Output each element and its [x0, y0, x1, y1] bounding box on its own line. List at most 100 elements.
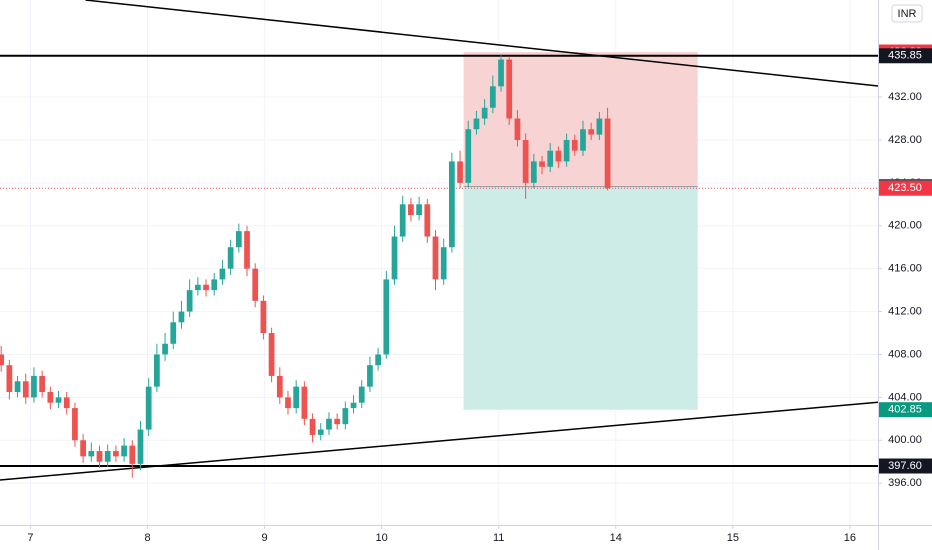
candle-body	[342, 408, 349, 425]
candle-body	[0, 354, 5, 366]
candle-body	[80, 440, 86, 457]
candle-body	[375, 354, 381, 366]
candle-body	[383, 279, 390, 355]
candle-body	[170, 322, 177, 344]
candle-body	[96, 450, 103, 462]
candle-body	[203, 284, 209, 291]
x-tick-label: 11	[493, 532, 504, 544]
y-tick-label: 416.00	[888, 263, 922, 275]
price-label: 402.85	[888, 404, 922, 416]
candle-body	[571, 139, 578, 151]
candle-body	[449, 161, 455, 248]
trendline	[0, 401, 879, 481]
x-tick-label: 14	[610, 532, 622, 544]
candle-body	[367, 365, 373, 387]
trendline	[85, 0, 879, 87]
candle-body	[473, 118, 480, 130]
candle-body	[137, 429, 144, 464]
candle-body	[227, 247, 234, 269]
candle-body	[465, 129, 472, 183]
candle-body	[55, 397, 62, 403]
y-tick-label: 412.00	[888, 305, 922, 317]
currency[interactable]: INR	[898, 8, 917, 20]
candle-body	[252, 268, 259, 301]
y-tick-label: 428.00	[888, 134, 922, 146]
candle-body	[604, 118, 611, 189]
candle-body	[358, 386, 365, 403]
candle-body	[129, 445, 136, 464]
price-label: 397.60	[888, 460, 922, 472]
price-label-box	[879, 48, 932, 64]
price-label-box	[879, 458, 932, 474]
candle-body	[194, 284, 201, 291]
candle-body	[498, 59, 504, 87]
x-tick-label: 9	[262, 532, 268, 544]
candle-body	[244, 231, 250, 269]
candle-body	[440, 247, 447, 280]
y-tick-label: 396.00	[888, 477, 922, 489]
candle-body	[489, 86, 496, 108]
candle-body	[22, 381, 29, 398]
candle-body	[522, 139, 529, 183]
candle-body	[113, 450, 119, 457]
candle-body	[186, 290, 193, 312]
candle-body	[268, 333, 275, 376]
candle-body	[547, 150, 554, 167]
candle-body	[555, 150, 562, 162]
y-tick-label: 400.00	[888, 434, 922, 446]
x-tick-label: 8	[144, 532, 150, 544]
y-tick-label: 420.00	[888, 220, 922, 232]
candle-body	[88, 450, 95, 457]
candle-body	[350, 402, 357, 409]
price-label-box	[879, 180, 932, 196]
x-tick-label: 16	[844, 532, 856, 544]
candle-body	[121, 445, 127, 457]
price-label-box	[879, 402, 932, 418]
candle-body	[457, 161, 463, 183]
candle-body	[39, 375, 46, 393]
candle-body	[596, 118, 603, 135]
candle-body	[563, 139, 570, 162]
candle-body	[588, 129, 595, 135]
y-tick-label: 408.00	[888, 348, 922, 360]
candle-body	[72, 408, 78, 441]
candle-body	[514, 118, 521, 140]
candle-body	[154, 354, 160, 387]
x-tick-label: 15	[727, 532, 739, 544]
candle-body	[145, 386, 152, 430]
candle-body	[506, 59, 513, 119]
price-label: 423.50	[888, 182, 922, 194]
candle-body	[14, 381, 21, 393]
candle-body	[530, 161, 537, 183]
candle-body	[162, 343, 168, 355]
candle-body	[235, 231, 242, 248]
candle-body	[31, 375, 37, 398]
candle-body	[285, 397, 291, 409]
currency-badge[interactable]	[891, 4, 923, 23]
candle-body	[539, 161, 545, 167]
y-tick-label: 432.00	[888, 91, 922, 103]
candle-body	[391, 236, 398, 280]
candle-body	[211, 279, 218, 291]
candle-body	[334, 418, 341, 425]
candle-body	[326, 418, 332, 430]
candle-body	[293, 386, 300, 409]
candle-body	[260, 300, 267, 334]
candle-body	[432, 236, 439, 280]
candle-body	[309, 418, 316, 435]
candle-body	[47, 392, 54, 403]
y-tick-label: 404.00	[888, 391, 922, 403]
candle-body	[317, 429, 324, 435]
candle-body	[6, 365, 13, 393]
target-zone	[463, 186, 698, 410]
candle-body	[408, 204, 414, 216]
candle-body	[424, 204, 431, 237]
x-tick-label: 7	[27, 532, 33, 544]
candle-body	[416, 204, 422, 216]
candle-body	[104, 450, 111, 462]
candle-body	[399, 204, 406, 237]
candle-body	[276, 375, 283, 398]
candle-body	[481, 107, 488, 119]
candle-body	[219, 268, 226, 280]
